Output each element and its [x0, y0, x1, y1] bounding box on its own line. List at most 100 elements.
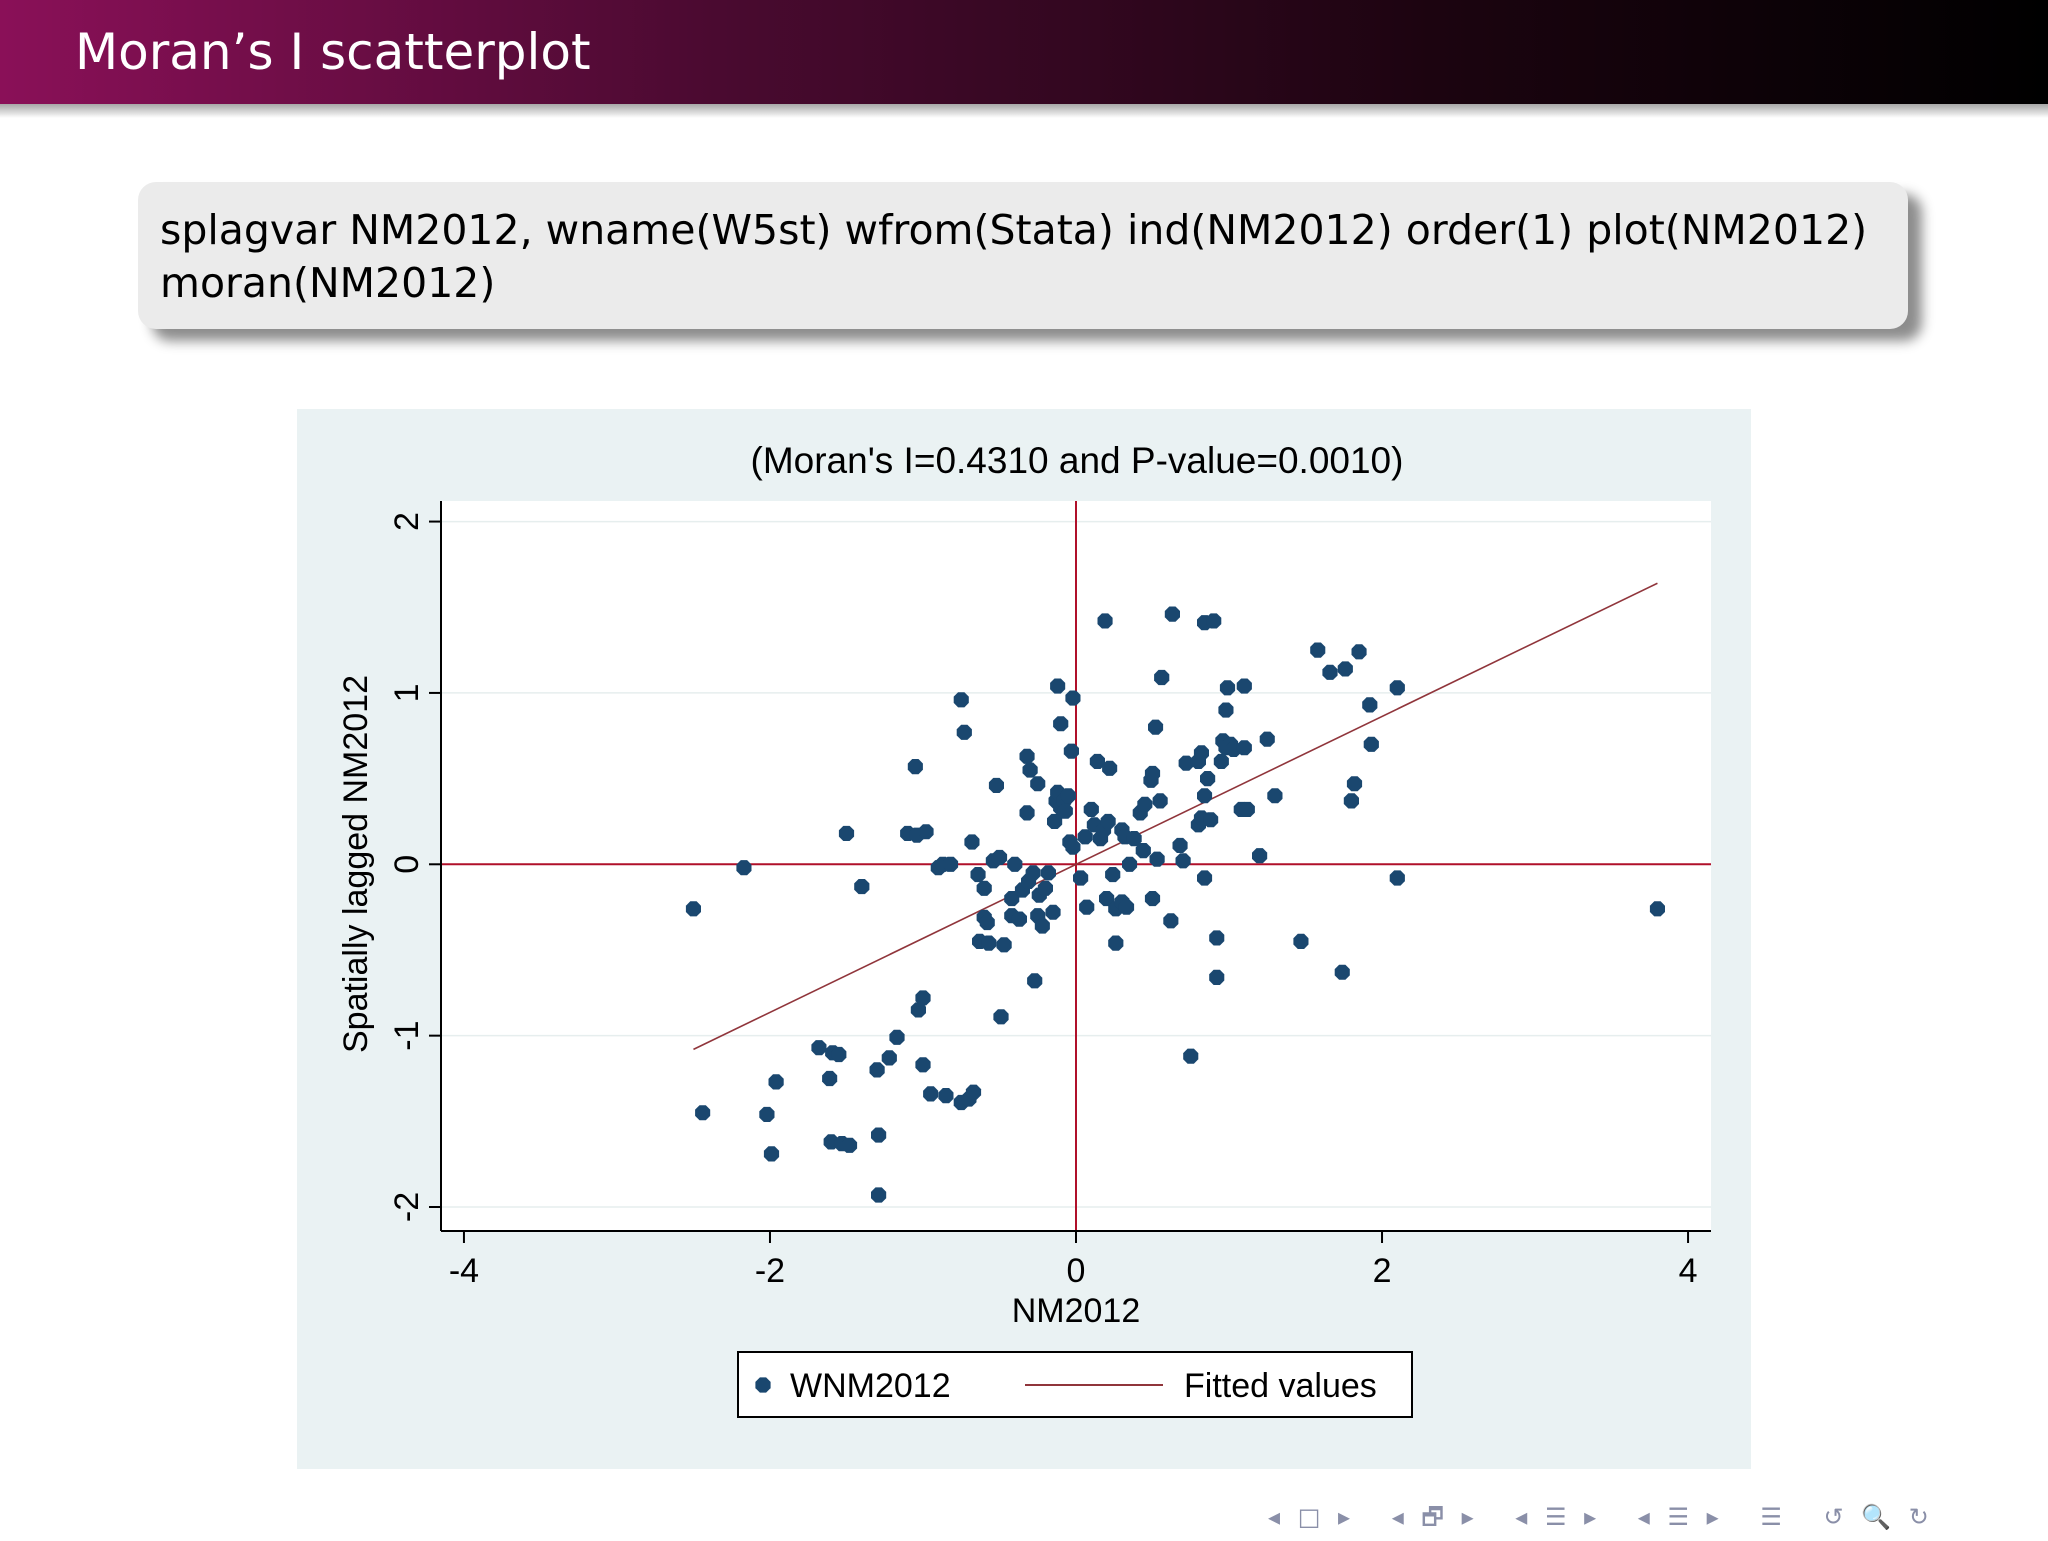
- data-point: [1011, 911, 1027, 927]
- data-point: [1362, 697, 1378, 713]
- moran-scatter-figure: -4 -2 0 2 4 -2 -1 0 1 2 (Moran's I=0.4310 and P-v…: [297, 409, 1751, 1469]
- nav-search-icon[interactable]: 🔍: [1861, 1503, 1892, 1531]
- data-point: [907, 759, 923, 775]
- x-tick-label: 4: [1679, 1252, 1698, 1290]
- data-point: [1060, 788, 1076, 804]
- data-point: [1200, 771, 1216, 787]
- nav-frame-icon[interactable]: □: [1297, 1503, 1321, 1531]
- data-point: [1102, 760, 1118, 776]
- data-point: [970, 867, 986, 883]
- nav-next-subsection-icon[interactable]: ▸: [1706, 1503, 1719, 1531]
- header-shadow: [0, 104, 2048, 118]
- legend-marker-shape: [755, 1377, 771, 1393]
- data-point: [695, 1105, 711, 1121]
- slide-title: Moran’s I scatterplot: [75, 23, 591, 81]
- legend-label-fit: Fitted values: [1184, 1367, 1377, 1405]
- data-point: [1126, 831, 1142, 847]
- data-point: [1004, 891, 1020, 907]
- chart-title: (Moran's I=0.4310 and P-value=0.0010): [751, 440, 1404, 481]
- nav-prev-section-icon[interactable]: ◂: [1515, 1503, 1528, 1531]
- data-point: [1065, 839, 1081, 855]
- nav-prev-slide-icon[interactable]: ◂: [1391, 1503, 1404, 1531]
- data-point: [1163, 913, 1179, 929]
- y-tick-label: 2: [388, 512, 426, 531]
- moran-scatterplot: -4 -2 0 2 4 -2 -1 0 1 2 (Moran's I=0.4310 and P-v…: [297, 409, 1751, 1469]
- nav-subsection-icon[interactable]: ☰: [1667, 1503, 1689, 1531]
- data-point: [768, 1074, 784, 1090]
- fit-line-group: [693, 582, 1658, 1051]
- data-point: [1389, 870, 1405, 886]
- data-point: [1310, 642, 1326, 658]
- data-point: [1363, 736, 1379, 752]
- x-axis-title: NM2012: [1012, 1292, 1141, 1330]
- data-point: [1152, 793, 1168, 809]
- nav-forward-icon[interactable]: ↻: [1908, 1503, 1929, 1531]
- data-point: [1293, 933, 1309, 949]
- data-point: [1105, 867, 1121, 883]
- data-point: [1175, 853, 1191, 869]
- data-point: [1236, 740, 1252, 756]
- data-point: [1334, 964, 1350, 980]
- data-point: [976, 880, 992, 896]
- nav-prev-frame-icon[interactable]: ◂: [1268, 1503, 1281, 1531]
- code-block: splagvar NM2012, wname(W5st) wfrom(Stata…: [138, 182, 1908, 329]
- data-point: [996, 937, 1012, 953]
- nav-outline-icon[interactable]: ☰: [1760, 1503, 1782, 1531]
- data-point: [979, 915, 995, 931]
- nav-section-icon[interactable]: ☰: [1544, 1503, 1567, 1531]
- data-point: [1007, 856, 1023, 872]
- data-point: [1063, 743, 1079, 759]
- y-tick-label: 0: [388, 855, 426, 874]
- y-tick-label: -1: [388, 1021, 426, 1051]
- data-point: [1172, 837, 1188, 853]
- data-point: [1183, 1048, 1199, 1064]
- fitted-values-line: [693, 582, 1658, 1051]
- data-point: [831, 1046, 847, 1063]
- data-point: [1337, 661, 1353, 677]
- data-point: [1164, 606, 1180, 622]
- x-tick-label: 0: [1067, 1252, 1086, 1290]
- nav-next-slide-icon[interactable]: ▸: [1461, 1503, 1474, 1531]
- data-point: [1148, 719, 1164, 735]
- data-point: [1135, 843, 1151, 859]
- data-point: [842, 1137, 858, 1153]
- data-point: [1209, 930, 1225, 946]
- data-point: [1022, 762, 1038, 778]
- data-point: [943, 856, 959, 872]
- data-point: [915, 1057, 931, 1073]
- data-point: [1065, 690, 1081, 706]
- legend-label-points: WNM2012: [790, 1367, 951, 1405]
- data-point: [1197, 788, 1213, 804]
- data-point: [938, 1088, 954, 1104]
- nav-prev-subsection-icon[interactable]: ◂: [1637, 1503, 1650, 1531]
- data-point: [1045, 904, 1061, 920]
- data-point: [811, 1040, 827, 1056]
- data-point: [1218, 702, 1234, 718]
- data-point: [1259, 731, 1275, 747]
- data-point: [964, 834, 980, 850]
- data-point: [1154, 669, 1170, 686]
- data-point: [1057, 803, 1073, 819]
- data-point: [1267, 788, 1283, 804]
- data-point: [918, 824, 934, 840]
- data-point: [1122, 856, 1138, 872]
- data-point: [1050, 678, 1066, 694]
- data-point: [1089, 753, 1105, 769]
- nav-slide-icon[interactable]: 🗗: [1421, 1503, 1444, 1531]
- nav-next-section-icon[interactable]: ▸: [1584, 1503, 1597, 1531]
- data-point: [1037, 880, 1053, 896]
- data-point: [871, 1127, 887, 1143]
- data-point: [965, 1084, 982, 1100]
- data-point: [988, 777, 1004, 793]
- data-point: [685, 901, 701, 917]
- nav-next-frame-icon[interactable]: ▸: [1338, 1503, 1351, 1531]
- data-point: [1030, 776, 1046, 792]
- data-point: [991, 849, 1008, 865]
- data-point: [1193, 745, 1209, 761]
- nav-back-icon[interactable]: ↺: [1823, 1503, 1844, 1531]
- data-point: [1099, 891, 1115, 907]
- data-point: [915, 990, 931, 1006]
- data-point: [1252, 848, 1268, 864]
- data-point: [1213, 753, 1229, 769]
- legend-marker-icon: [755, 1377, 771, 1393]
